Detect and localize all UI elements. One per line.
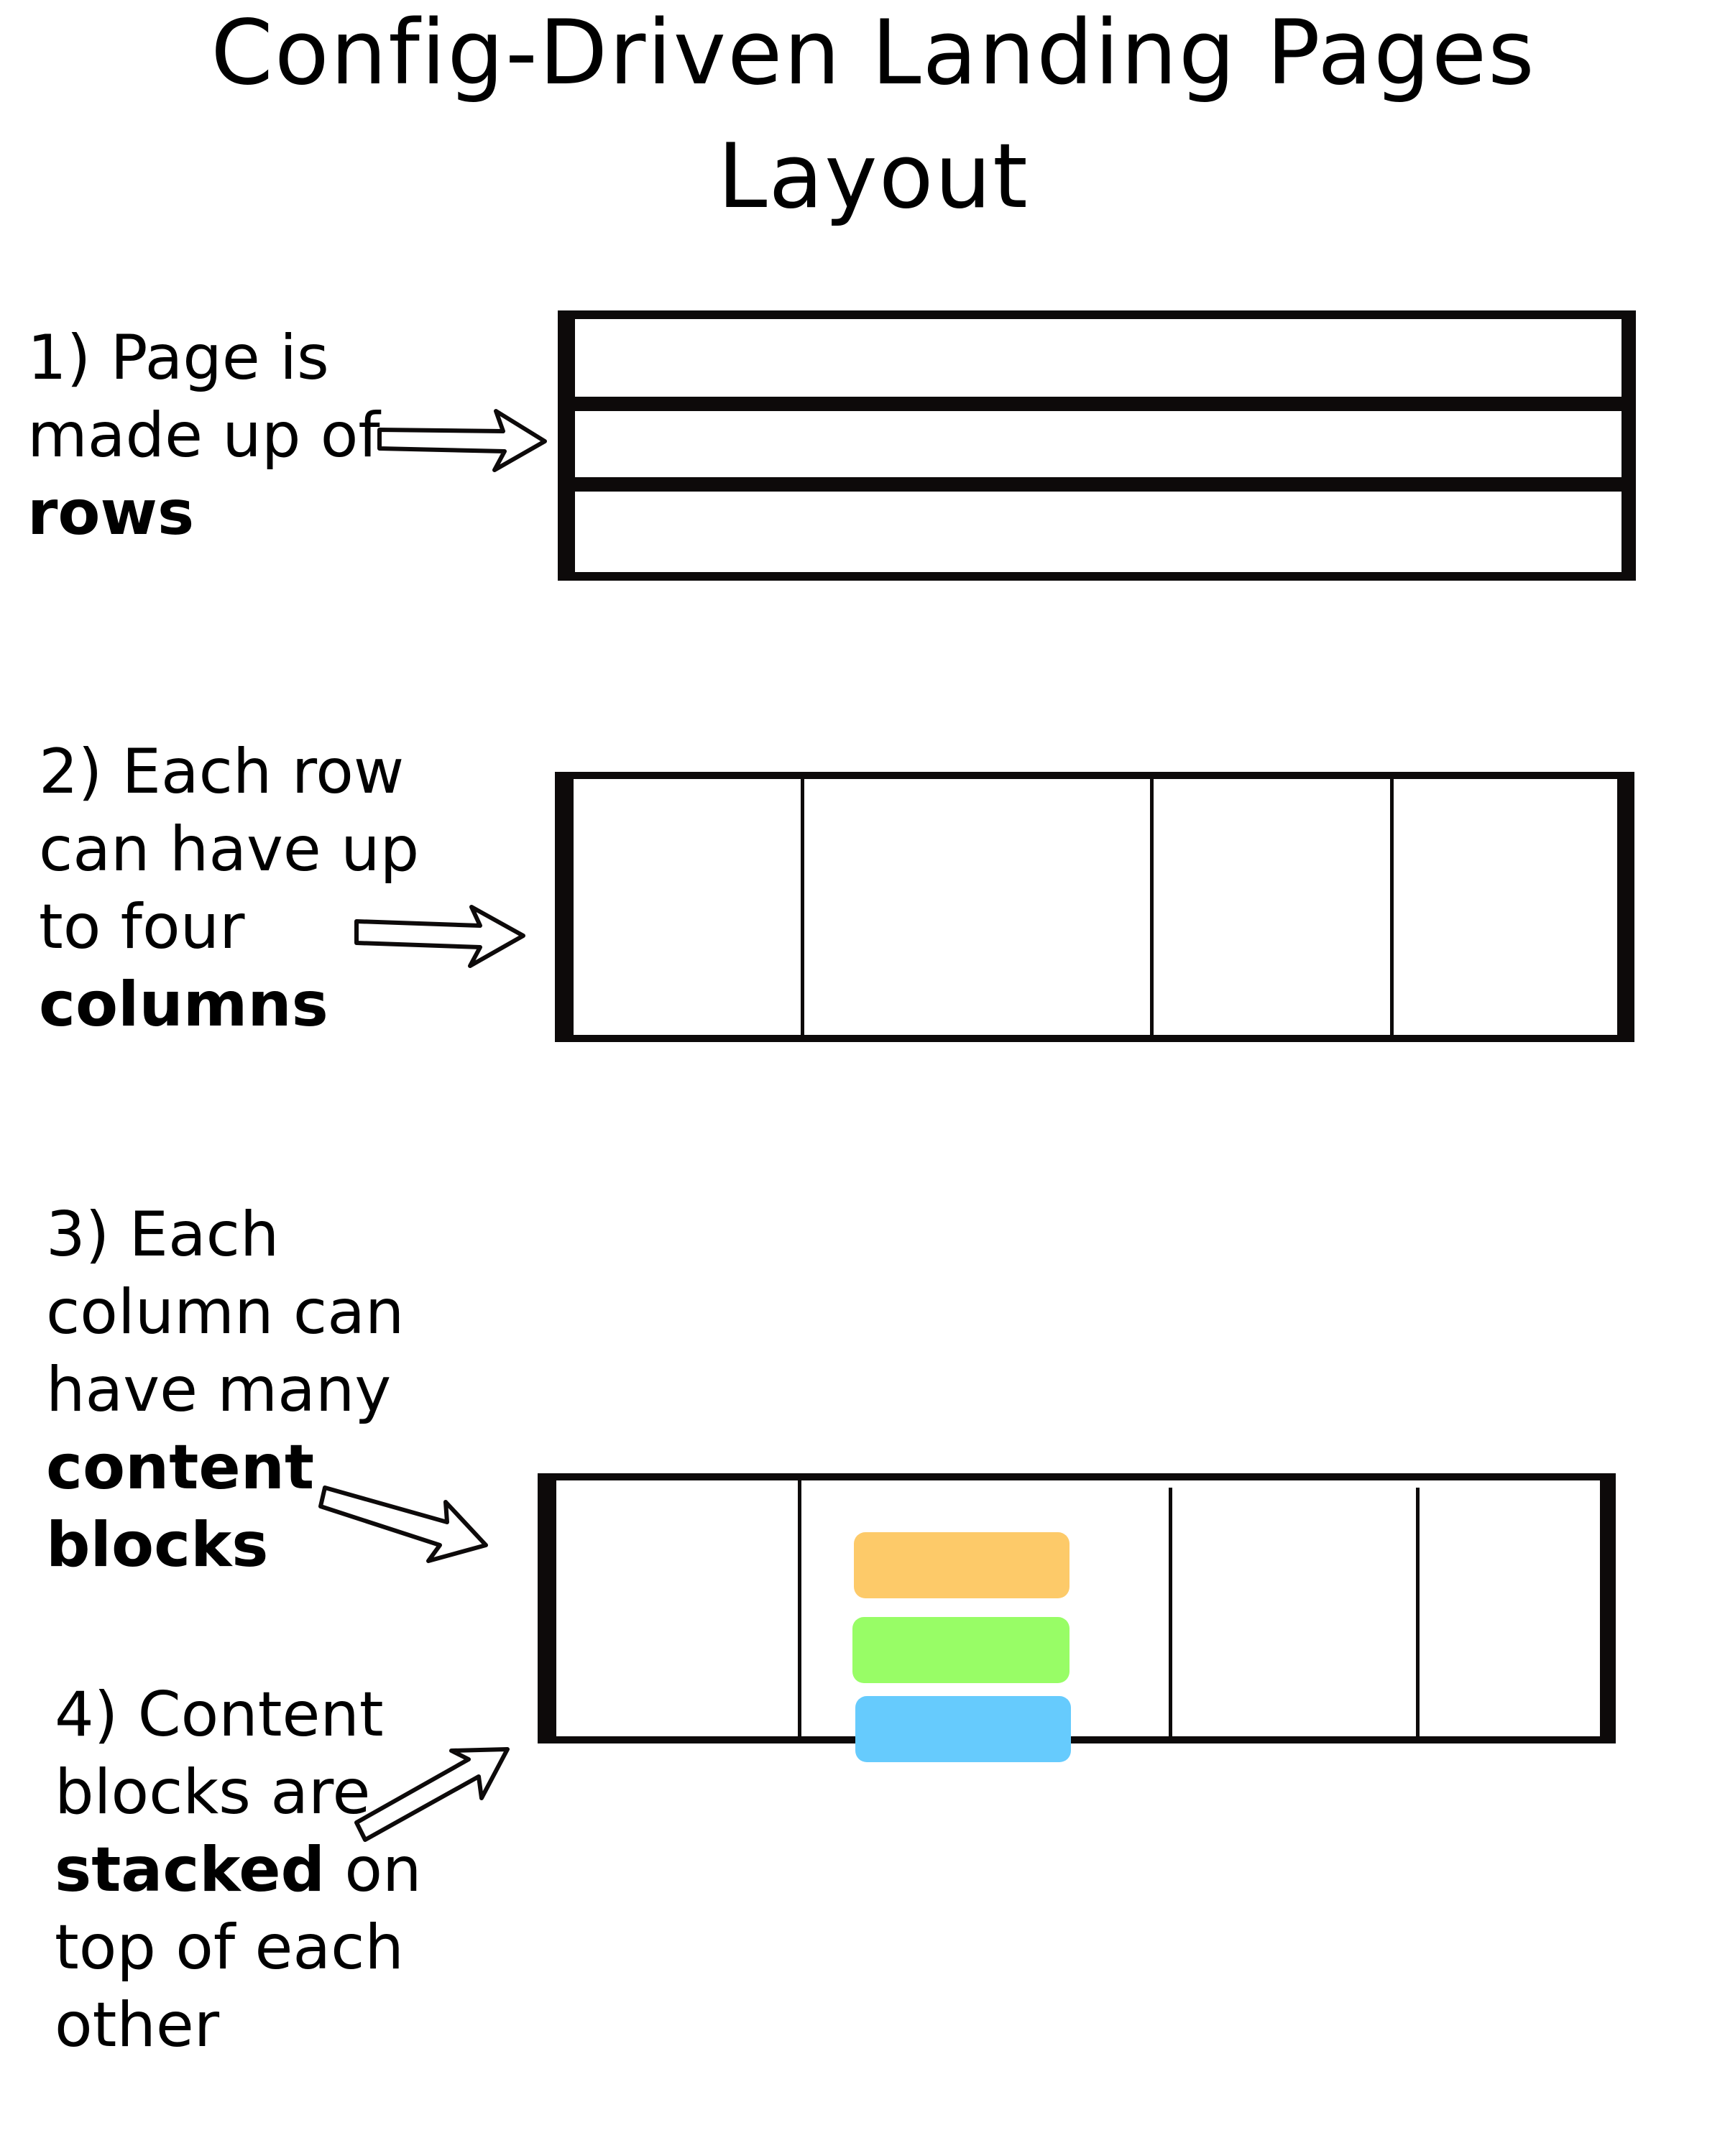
step-4-line-4: top of each (55, 1912, 404, 1984)
arrow-right-icon (377, 409, 547, 472)
content-blocks-diagram (538, 1473, 1616, 1762)
step-4-line-1: 4) Content (55, 1679, 384, 1751)
column-divider (798, 1480, 801, 1736)
step-2-bold: columns (39, 969, 328, 1041)
diagram-title: Config-Driven Landing Pages (211, 1, 1536, 105)
step-3-line-2: column can (46, 1276, 405, 1348)
step-1-bold: rows (27, 477, 195, 549)
step-3-bold-2: blocks (46, 1509, 269, 1581)
step-3-line-3: have many (46, 1354, 392, 1426)
step-4-line-2: blocks are (55, 1756, 371, 1828)
step-4-label: 4) Content blocks are stacked on top of … (55, 1676, 422, 2064)
content-block-orange (854, 1532, 1070, 1598)
column-divider (1150, 773, 1154, 1041)
step-2-line-3: to four (39, 891, 245, 963)
step-1-label: 1) Page is made up of rows (27, 319, 380, 552)
step-2-line-2: can have up (39, 814, 420, 885)
step-3-label: 3) Each column can have many content blo… (46, 1196, 404, 1584)
row-divider (575, 397, 1622, 411)
step-2-label: 2) Each row can have up to four columns (39, 733, 419, 1044)
column-divider (1390, 773, 1394, 1041)
step-1-line-1: 1) Page is (27, 322, 329, 394)
rows-diagram (558, 310, 1636, 581)
step-2-line-1: 2) Each row (39, 736, 405, 808)
column-divider (1416, 1488, 1420, 1736)
row-divider (575, 477, 1622, 492)
step-4-line-5: other (55, 1989, 220, 2061)
step-3-bold-1: content (46, 1432, 315, 1503)
diagram-subtitle: Layout (717, 125, 1029, 229)
step-4-bold: stacked (55, 1834, 326, 1906)
content-block-blue (855, 1696, 1071, 1762)
column-divider (1169, 1488, 1172, 1736)
step-4-after-bold: on (325, 1834, 422, 1906)
columns-diagram (555, 772, 1634, 1042)
column-divider (801, 773, 804, 1041)
content-block-green (852, 1617, 1070, 1683)
step-1-line-2: made up of (27, 400, 380, 471)
step-3-line-1: 3) Each (46, 1199, 280, 1271)
